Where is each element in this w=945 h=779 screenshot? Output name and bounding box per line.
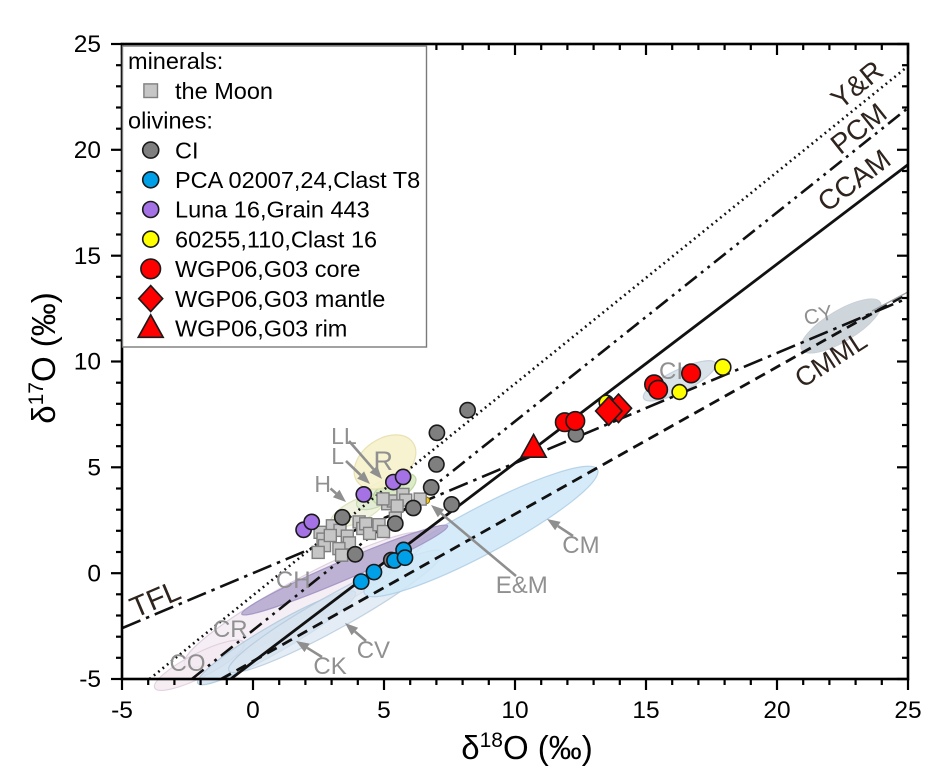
svg-text:WGP06,G03 core: WGP06,G03 core — [175, 256, 360, 282]
svg-text:R: R — [373, 446, 393, 476]
svg-text:E&M: E&M — [496, 572, 548, 599]
svg-text:0: 0 — [87, 560, 101, 587]
svg-text:20: 20 — [74, 137, 101, 164]
svg-text:25: 25 — [74, 31, 101, 58]
svg-text:15: 15 — [632, 697, 659, 724]
svg-text:olivines:: olivines: — [128, 108, 213, 134]
svg-text:5: 5 — [377, 697, 391, 724]
svg-text:5: 5 — [87, 455, 101, 482]
svg-text:CO: CO — [170, 650, 206, 677]
svg-text:WGP06,G03 mantle: WGP06,G03 mantle — [175, 286, 385, 312]
svg-text:L: L — [331, 443, 344, 469]
svg-text:LL: LL — [331, 423, 357, 449]
svg-text:CV: CV — [357, 637, 390, 664]
svg-text:CR: CR — [213, 616, 248, 643]
svg-text:25: 25 — [894, 697, 921, 724]
svg-text:CH: CH — [276, 567, 311, 594]
svg-text:CK: CK — [313, 653, 346, 680]
svg-text:10: 10 — [74, 349, 101, 376]
svg-text:20: 20 — [763, 697, 790, 724]
svg-text:10: 10 — [501, 697, 528, 724]
svg-text:the Moon: the Moon — [175, 78, 273, 104]
svg-text:60255,110,Clast 16: 60255,110,Clast 16 — [175, 226, 377, 252]
svg-text:0: 0 — [246, 697, 260, 724]
svg-text:PCA 02007,24,Clast T8: PCA 02007,24,Clast T8 — [175, 167, 420, 193]
svg-text:CI: CI — [175, 137, 199, 163]
svg-text:WGP06,G03 rim: WGP06,G03 rim — [175, 316, 347, 342]
svg-text:CM: CM — [562, 532, 599, 559]
svg-text:Luna 16,Grain 443: Luna 16,Grain 443 — [175, 197, 370, 223]
svg-text:-5: -5 — [111, 697, 133, 724]
svg-text:H: H — [314, 471, 331, 497]
svg-text:-5: -5 — [79, 666, 101, 693]
svg-text:15: 15 — [74, 243, 101, 270]
svg-text:minerals:: minerals: — [128, 48, 223, 74]
